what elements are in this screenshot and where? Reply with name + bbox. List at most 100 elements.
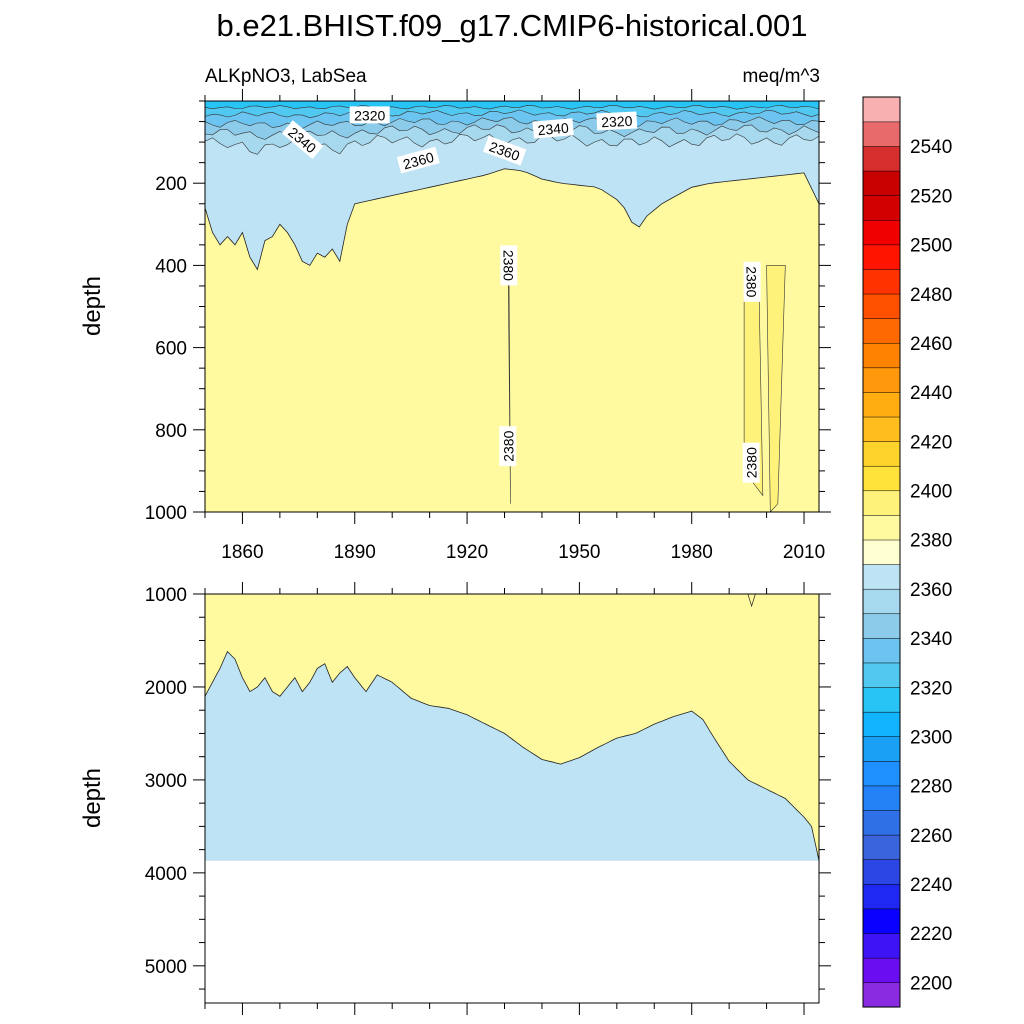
colorbar: 2200 2220 2240 2260 2280 2300 2320 2340 2360 2380… — [862, 96, 952, 1008]
colorbar-swatch — [862, 932, 901, 959]
colorbar-label: 2280 — [910, 777, 952, 798]
contour-label-bg — [396, 146, 440, 174]
contour-label-text: 2320 — [601, 113, 633, 131]
colorbar-swatch — [862, 244, 901, 270]
contour-label-bg — [743, 261, 761, 302]
colorbar-swatch — [862, 834, 901, 860]
colorbar-swatch — [862, 662, 901, 688]
y-tick-label: 4000 — [145, 864, 187, 885]
y-tick-label: 2000 — [145, 678, 187, 699]
contour-label: 2380 — [499, 426, 517, 467]
colorbar-swatch — [862, 637, 901, 664]
colorbar-swatch — [862, 96, 901, 123]
colorbar-label: 2480 — [910, 285, 952, 306]
contour-label: 2360 — [396, 146, 440, 174]
variable-subtitle: ALKpNO3, LabSea — [205, 66, 367, 87]
colorbar-label: 2440 — [910, 383, 952, 404]
contour-label-bg — [500, 245, 518, 286]
colorbar-swatch — [862, 219, 901, 246]
lower-frame — [204, 593, 820, 1004]
lower-y-axis-label: depth — [79, 768, 106, 828]
contour-band-2320 — [204, 100, 820, 110]
colorbar-swatch — [862, 490, 901, 516]
colorbar-label: 2420 — [910, 432, 952, 453]
y-tick-label: 800 — [155, 421, 187, 442]
colorbar-label: 2360 — [910, 580, 952, 601]
colorbar-swatch — [862, 318, 901, 344]
contour-label-bg — [281, 120, 324, 159]
units-subtitle: meq/m^3 — [742, 66, 820, 87]
colorbar-swatch — [862, 170, 901, 196]
y-tick-label: 1000 — [145, 503, 187, 524]
colorbar-label: 2260 — [910, 826, 952, 847]
lower-fill-2360 — [205, 651, 819, 861]
x-tick-label: 1890 — [334, 542, 376, 563]
colorbar-swatch — [862, 711, 901, 737]
x-tick-label: 1980 — [671, 542, 713, 563]
contour-label-bg — [532, 118, 574, 139]
colorbar-swatch — [862, 785, 901, 811]
chart-title: b.e21.BHIST.f09_g17.CMIP6-historical.001 — [216, 8, 807, 43]
colorbar-swatch — [862, 957, 901, 983]
y-tick-label: 200 — [155, 174, 187, 195]
contour-label: 2380 — [500, 245, 518, 286]
colorbar-swatch — [862, 982, 901, 1008]
colorbar-label: 2520 — [910, 186, 952, 207]
y-tick-label: 3000 — [145, 771, 187, 792]
colorbar-swatch — [862, 908, 901, 934]
contour-label-text: 2380 — [500, 250, 516, 281]
contour-label-bg — [349, 106, 390, 124]
x-tick-label: 2010 — [783, 542, 825, 563]
colorbar-swatch — [862, 391, 901, 418]
colorbar-label: 2380 — [910, 531, 952, 552]
y-tick-label: 5000 — [145, 957, 187, 978]
colorbar-label: 2540 — [910, 137, 952, 158]
colorbar-label: 2220 — [910, 924, 952, 945]
x-tick-label: 1860 — [221, 542, 263, 563]
lower-contour-2380-tip — [747, 593, 756, 608]
colorbar-swatch — [862, 416, 901, 442]
y-tick-label: 600 — [155, 339, 187, 360]
colorbar-label: 2400 — [910, 482, 952, 503]
colorbar-swatch — [862, 342, 901, 369]
colorbar-frame — [862, 96, 901, 1008]
colorbar-swatch — [862, 613, 901, 639]
contour-line-2370 — [204, 168, 820, 271]
colorbar-swatch — [862, 145, 901, 172]
contour-label-text: 2340 — [537, 120, 570, 139]
y-tick-label: 1000 — [145, 585, 187, 606]
contour-label-text: 2360 — [401, 149, 435, 173]
upper-axes: 1860 1890 1920 1950 1980 2010 200 400 600 800 1000 — [145, 89, 831, 563]
colorbar-swatch — [862, 883, 901, 910]
contour-label: 2340 — [532, 118, 574, 139]
contour-label-bg — [499, 426, 517, 467]
contour-label: 2320 — [596, 111, 638, 131]
colorbar-swatch — [862, 736, 901, 762]
contour-label-text: 2380 — [500, 430, 516, 461]
colorbar-swatch — [862, 687, 901, 713]
colorbar-label: 2460 — [910, 334, 952, 355]
contour-label: 2380 — [743, 261, 761, 302]
colorbar-swatch — [862, 760, 901, 787]
colorbar-swatch — [862, 564, 901, 590]
contour-label-text: 2380 — [744, 266, 760, 297]
contour-label-bg — [482, 135, 527, 166]
contour-label-bg — [742, 442, 760, 483]
contour-label: 2320 — [349, 106, 390, 124]
contour-label: 2380 — [742, 442, 760, 483]
lower-contour-lines — [204, 593, 820, 861]
colorbar-swatch — [862, 268, 901, 295]
colorbar-swatch — [862, 859, 901, 885]
contour-label-bg — [596, 111, 638, 131]
colorbar-label: 2340 — [910, 629, 952, 650]
lower-axes: 1000 2000 3000 4000 5000 — [145, 582, 831, 1015]
colorbar-swatch — [862, 367, 901, 393]
colorbar-swatch — [862, 293, 901, 319]
contour-2380-c — [766, 265, 786, 513]
lower-contour-fills — [205, 594, 819, 861]
colorbar-label: 2240 — [910, 875, 952, 896]
x-tick-label: 1950 — [558, 542, 600, 563]
